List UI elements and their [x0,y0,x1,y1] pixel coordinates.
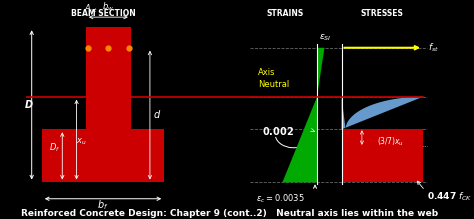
Text: $b_f$: $b_f$ [97,198,109,212]
Text: $x_u$: $x_u$ [76,136,87,147]
Text: Axis: Axis [258,68,275,77]
Polygon shape [283,48,324,182]
Text: $(3/7)x_u$: $(3/7)x_u$ [377,135,404,148]
Text: $\epsilon_c = 0.0035$: $\epsilon_c = 0.0035$ [256,193,305,205]
Text: $b_w$: $b_w$ [102,1,114,13]
Text: BEAM SECTION: BEAM SECTION [71,9,136,18]
Text: $\mathbf{0.002}$: $\mathbf{0.002}$ [262,125,294,137]
Text: d: d [153,110,159,120]
Text: $\epsilon_{SI}$: $\epsilon_{SI}$ [319,32,332,43]
Text: STRESSES: STRESSES [361,9,404,18]
Text: $\mathbf{0.447}\ f_{CK}$: $\mathbf{0.447}\ f_{CK}$ [427,191,473,203]
Text: Neutral: Neutral [258,80,289,89]
Bar [342,129,423,182]
Bar [86,27,131,129]
Bar [42,129,164,182]
Text: Reinforced Concrete Design: Chapter 9 (cont..2)   Neutral axis lies within the w: Reinforced Concrete Design: Chapter 9 (c… [21,209,438,218]
Text: $D_f$: $D_f$ [49,141,60,154]
Polygon shape [342,97,423,129]
Text: $f_{st}$: $f_{st}$ [428,42,439,54]
Text: $A_{st}$: $A_{st}$ [84,3,98,15]
Text: STRAINS: STRAINS [267,9,304,18]
Text: D: D [25,100,33,110]
